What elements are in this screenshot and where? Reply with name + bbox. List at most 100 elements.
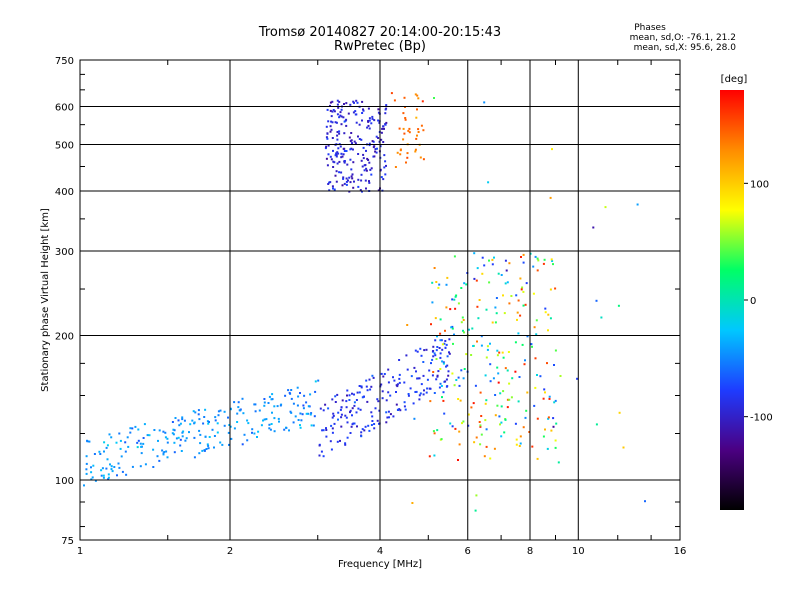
data-point bbox=[516, 311, 519, 314]
data-point bbox=[506, 398, 509, 401]
data-point bbox=[479, 424, 482, 427]
data-point bbox=[445, 378, 448, 381]
data-point bbox=[459, 399, 462, 402]
data-point bbox=[465, 283, 468, 286]
data-point bbox=[368, 181, 371, 184]
data-point bbox=[445, 385, 448, 388]
data-point bbox=[106, 444, 109, 447]
data-point bbox=[491, 263, 494, 266]
data-point bbox=[355, 99, 358, 102]
x-ticks: 1 2 4 6 8 10 16 bbox=[77, 60, 686, 557]
data-point bbox=[111, 470, 114, 473]
data-point bbox=[352, 161, 355, 164]
data-point bbox=[341, 155, 344, 158]
data-point bbox=[411, 502, 414, 504]
data-point bbox=[373, 427, 376, 430]
data-point bbox=[454, 427, 457, 430]
data-point bbox=[387, 391, 390, 394]
data-point bbox=[326, 108, 329, 111]
data-point bbox=[137, 439, 140, 442]
data-point bbox=[480, 433, 483, 436]
data-point bbox=[362, 157, 365, 160]
data-point bbox=[325, 435, 328, 438]
data-point bbox=[228, 443, 230, 446]
data-point bbox=[493, 256, 495, 259]
data-point bbox=[331, 100, 334, 103]
data-point bbox=[415, 137, 418, 140]
data-point bbox=[475, 494, 478, 497]
data-point bbox=[203, 449, 206, 452]
data-point bbox=[488, 259, 490, 262]
data-point bbox=[361, 165, 364, 168]
data-point bbox=[237, 406, 240, 409]
data-point bbox=[263, 404, 266, 407]
colorbar bbox=[720, 90, 744, 510]
data-point bbox=[140, 452, 143, 455]
x-tick-label: 6 bbox=[465, 546, 471, 557]
data-point bbox=[109, 463, 111, 466]
data-point bbox=[403, 132, 406, 135]
data-point bbox=[526, 335, 529, 338]
data-point bbox=[348, 399, 351, 401]
data-point bbox=[448, 352, 451, 355]
data-point bbox=[488, 281, 491, 284]
data-point bbox=[508, 262, 511, 265]
data-point bbox=[506, 406, 509, 409]
data-point bbox=[336, 151, 339, 154]
data-point bbox=[296, 386, 299, 389]
data-point bbox=[345, 177, 348, 180]
data-point bbox=[331, 110, 334, 113]
data-point bbox=[522, 290, 525, 293]
data-point bbox=[339, 111, 342, 114]
data-point bbox=[342, 176, 345, 179]
data-point bbox=[432, 355, 435, 358]
data-point bbox=[487, 181, 490, 184]
data-point bbox=[352, 186, 355, 189]
y-tick-label: 300 bbox=[55, 247, 74, 258]
data-point bbox=[491, 258, 494, 261]
data-point bbox=[402, 127, 405, 130]
data-point bbox=[557, 461, 560, 464]
data-point bbox=[322, 409, 325, 412]
data-point bbox=[331, 121, 334, 124]
data-point bbox=[327, 153, 330, 156]
data-point bbox=[389, 413, 392, 416]
data-point bbox=[237, 401, 240, 404]
data-point bbox=[485, 308, 488, 311]
data-point bbox=[351, 414, 353, 417]
data-point bbox=[206, 443, 209, 446]
data-point bbox=[333, 161, 336, 164]
y-ticks: 75 100 200 300 400 500 600 750 bbox=[55, 56, 680, 547]
data-point bbox=[547, 417, 550, 420]
data-point bbox=[644, 500, 646, 503]
data-point bbox=[460, 321, 463, 324]
data-point bbox=[118, 466, 121, 469]
data-point bbox=[314, 390, 317, 393]
data-point bbox=[404, 117, 407, 119]
data-point bbox=[377, 108, 380, 111]
data-point bbox=[468, 328, 470, 331]
data-point bbox=[332, 412, 335, 415]
data-point bbox=[370, 173, 373, 176]
data-point bbox=[258, 409, 261, 412]
data-point bbox=[360, 179, 363, 182]
data-point bbox=[365, 385, 368, 388]
data-point bbox=[171, 421, 174, 423]
data-point bbox=[341, 399, 344, 402]
data-point bbox=[392, 376, 394, 379]
data-point bbox=[197, 413, 200, 416]
data-point bbox=[600, 316, 603, 319]
data-point bbox=[335, 170, 338, 173]
data-point bbox=[437, 286, 440, 289]
data-point bbox=[484, 402, 487, 405]
data-point bbox=[329, 130, 332, 133]
data-point bbox=[184, 439, 187, 442]
data-point bbox=[211, 428, 214, 431]
data-point bbox=[273, 405, 276, 408]
data-point bbox=[439, 368, 442, 370]
data-point bbox=[453, 298, 456, 301]
data-point bbox=[353, 101, 355, 104]
data-point bbox=[368, 378, 371, 381]
data-point bbox=[105, 446, 108, 449]
data-point bbox=[433, 267, 436, 269]
